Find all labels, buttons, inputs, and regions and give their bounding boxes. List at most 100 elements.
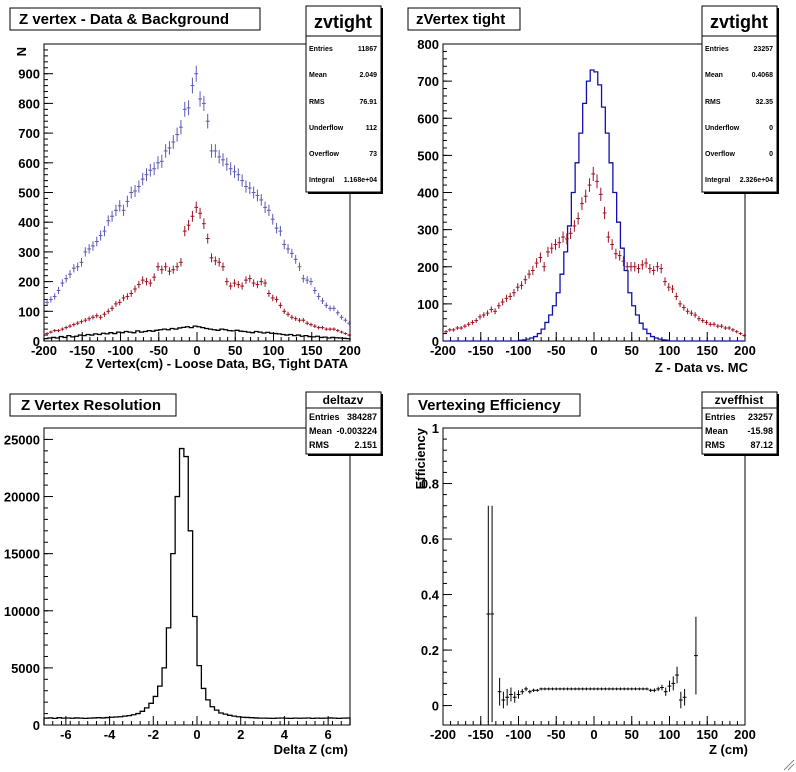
x-axis-label: Z - Data vs. MC — [655, 360, 749, 375]
data-point — [133, 285, 137, 293]
data-point — [617, 250, 622, 261]
data-point — [572, 220, 577, 232]
data-point — [694, 616, 698, 695]
data-point — [263, 279, 267, 287]
data-point — [568, 227, 573, 240]
stats-value: 0 — [769, 125, 773, 132]
stats-shadow — [308, 192, 383, 194]
data-point — [636, 263, 641, 274]
data-point — [179, 119, 183, 135]
x-tick-label: 4 — [281, 727, 289, 742]
data-point — [583, 189, 588, 203]
data-point — [324, 302, 329, 309]
data-point — [60, 279, 65, 287]
data-point — [598, 187, 603, 201]
stats-value: 23257 — [748, 412, 773, 422]
data-point — [524, 686, 528, 692]
plot-area: -200 -150 -100 -50 0 50 100 150 200 0 0.2 0.4 0.6 0.8… — [421, 421, 756, 742]
x-tick-label: -150 — [468, 727, 494, 742]
data-point — [305, 321, 310, 326]
stats-box[interactable]: zvtight Entries 11867 Mean 2.049 RMS 76.… — [305, 5, 383, 194]
pad-z-vertex-resolution[interactable]: Z Vertex Resolution Delta Z (cm) -6 -4 -2 0… — [4, 391, 383, 757]
y-axis-label: Efficiency — [413, 427, 428, 489]
data-point — [478, 314, 482, 320]
data-point — [343, 332, 348, 335]
stats-value: 2.151 — [354, 440, 377, 450]
data-point — [213, 144, 218, 158]
data-point — [655, 262, 660, 272]
data-point — [255, 189, 260, 202]
data-point — [64, 274, 69, 283]
data-point — [56, 329, 61, 333]
stats-box[interactable]: zvtight Entries 23257 Mean 0.4068 RMS 32… — [701, 5, 779, 194]
data-point — [573, 687, 578, 691]
y-tick-label: 0 — [33, 718, 40, 733]
stats-value: 2.049 — [359, 72, 377, 79]
data-point — [534, 258, 539, 268]
data-point — [663, 687, 668, 696]
x-tick-label: -200 — [31, 343, 57, 358]
data-point — [558, 687, 562, 691]
title-box — [407, 393, 581, 417]
x-tick-label: -200 — [430, 727, 456, 742]
data-point — [723, 326, 728, 330]
y-tick-label: 200 — [18, 275, 40, 290]
data-point — [278, 302, 283, 309]
data-point — [505, 688, 510, 706]
data-point — [259, 277, 264, 286]
data-point — [98, 230, 103, 241]
x-tick-label: 0 — [193, 727, 200, 742]
stats-value: -0.003224 — [336, 426, 377, 436]
stats-label: Underflow — [309, 125, 344, 132]
x-tick-label: -100 — [505, 343, 531, 358]
data-point — [577, 687, 581, 691]
data-point — [328, 305, 333, 312]
data-point — [455, 326, 460, 330]
stats-label: Underflow — [705, 125, 740, 132]
pad-zvertex-tight[interactable]: zVertex tight Z - Data vs. MC -200 -150 -1… — [407, 5, 779, 375]
x-tick-label: 200 — [339, 343, 361, 358]
x-tick-label: 100 — [659, 343, 681, 358]
data-point — [247, 274, 252, 283]
data-point — [324, 327, 329, 331]
resize-grip-icon[interactable] — [783, 759, 795, 771]
data-point — [633, 687, 638, 691]
data-point — [144, 168, 149, 182]
data-point — [347, 333, 352, 337]
stats-value: 32.35 — [755, 99, 773, 106]
data-point — [45, 299, 49, 306]
data-point — [301, 274, 306, 283]
x-tick-label: 100 — [659, 727, 681, 742]
data-point — [610, 239, 615, 250]
chart-title: Z Vertex Resolution — [21, 397, 161, 414]
data-point — [651, 265, 656, 276]
pad-z-vertex-data-background[interactable]: Z vertex - Data & Background Z Vertex(cm… — [9, 5, 383, 371]
y-tick-label: 900 — [18, 67, 40, 82]
stats-shadow — [381, 394, 383, 456]
y-tick-label: 300 — [18, 245, 40, 260]
stats-value: 73 — [369, 151, 377, 158]
data-point — [52, 293, 57, 300]
data-point — [136, 280, 141, 289]
x-axis-label: Z Vertex(cm) - Loose Data, BG, Tight DAT… — [85, 356, 349, 371]
data-point — [179, 257, 183, 267]
data-point — [148, 163, 153, 177]
data-point — [459, 326, 464, 330]
data-point — [79, 319, 84, 324]
data-point — [332, 327, 336, 331]
chart-title: zVertex tight — [416, 11, 505, 28]
data-point — [263, 201, 267, 214]
stats-box[interactable]: deltazv Entries 384287 Mean -0.003224 RM… — [305, 391, 383, 456]
data-point — [297, 262, 302, 271]
y-tick-label: 5000 — [11, 661, 40, 676]
data-point — [255, 280, 260, 289]
pad-vertexing-efficiency[interactable]: Vertexing Efficiency Z (cm) Efficiency -… — [407, 391, 779, 757]
stats-box[interactable]: zveffhist Entries 23257 Mean -15.98 RMS … — [701, 391, 779, 456]
y-tick-label: 0.2 — [421, 643, 439, 658]
x-tick-label: -50 — [547, 727, 566, 742]
title-box — [407, 7, 521, 31]
data-point — [236, 168, 241, 182]
data-point — [221, 153, 225, 167]
data-point — [561, 231, 565, 243]
data-point — [240, 282, 245, 290]
